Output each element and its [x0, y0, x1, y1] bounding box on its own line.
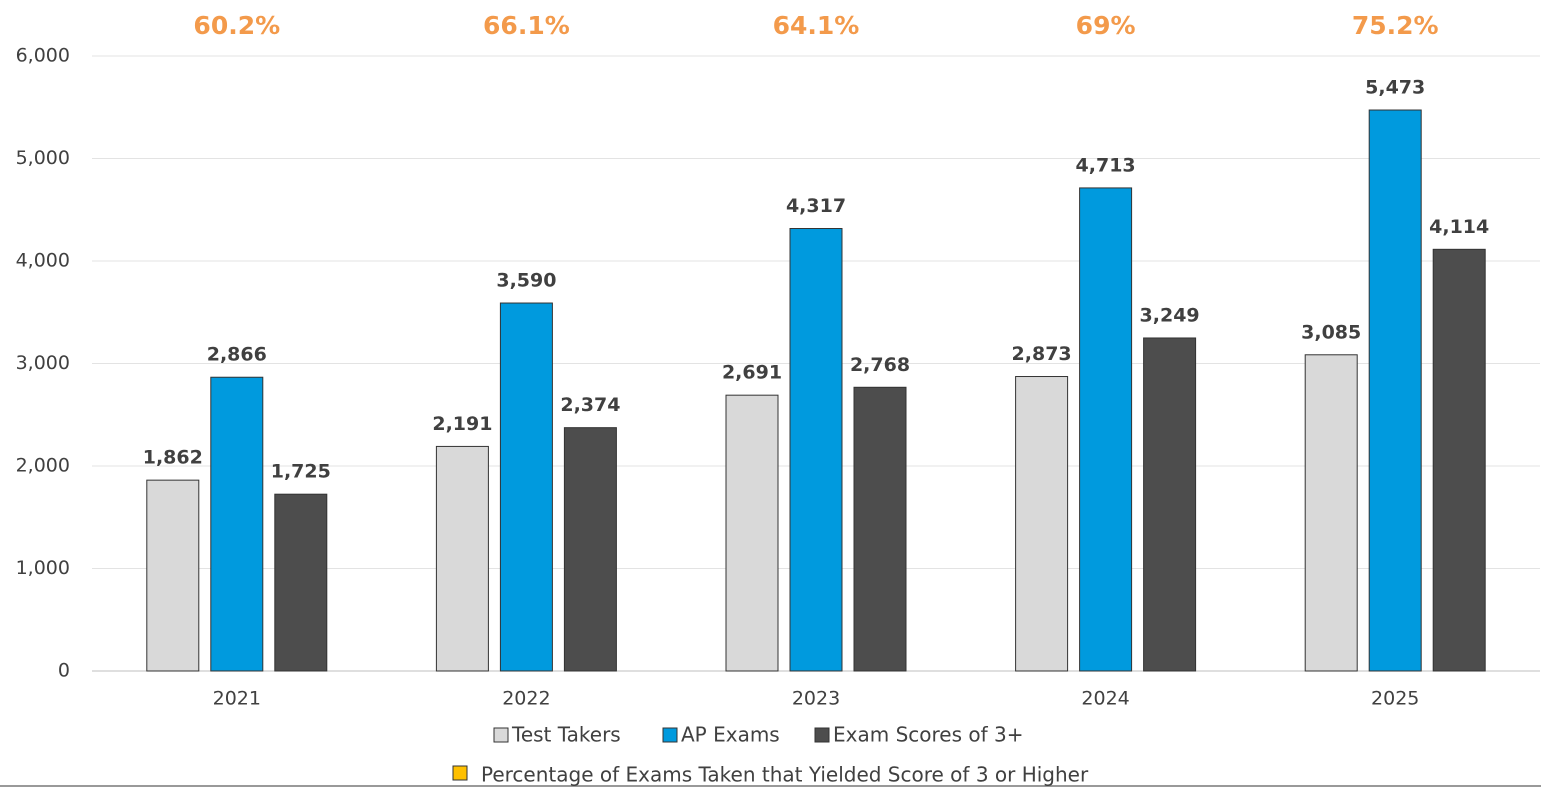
bar [274, 493, 328, 672]
percentage-label: 64.1% [773, 11, 860, 40]
data-label: 2,691 [722, 362, 782, 384]
percentage-label: 60.2% [193, 11, 280, 40]
percentage-label: 66.1% [483, 11, 570, 40]
legend-label: Exam Scores of 3+ [833, 723, 1023, 747]
x-tick-label: 2025 [1371, 688, 1419, 710]
bar [210, 376, 264, 672]
x-tick-label: 2021 [213, 688, 261, 710]
legend-swatch [662, 727, 678, 743]
data-label: 2,191 [432, 413, 492, 435]
bar [1143, 337, 1197, 672]
legend-label: Test Takers [511, 723, 621, 747]
legend-label: AP Exams [681, 723, 780, 747]
y-tick-label: 6,000 [16, 45, 70, 67]
bar [789, 228, 843, 672]
bar [1432, 248, 1486, 672]
data-label: 2,866 [207, 344, 267, 366]
data-label: 4,114 [1429, 216, 1489, 238]
y-tick-label: 0 [58, 660, 70, 682]
bar [563, 427, 617, 672]
legend-swatch [493, 727, 509, 743]
data-label: 1,725 [271, 461, 331, 483]
bar [1304, 354, 1358, 672]
data-label: 2,768 [850, 354, 910, 376]
y-tick-label: 1,000 [16, 557, 70, 579]
data-label: 3,085 [1301, 321, 1361, 343]
bar [1015, 376, 1069, 672]
data-label: 2,374 [560, 394, 620, 416]
data-label: 4,317 [786, 195, 846, 217]
bar [1368, 109, 1422, 672]
legend-swatch [452, 765, 468, 781]
data-label: 2,873 [1012, 343, 1072, 365]
bar [725, 394, 779, 672]
x-tick-label: 2023 [792, 688, 840, 710]
data-label: 3,590 [496, 270, 556, 292]
y-tick-label: 2,000 [16, 455, 70, 477]
bar [499, 302, 553, 672]
y-tick-label: 5,000 [16, 147, 70, 169]
bar [146, 479, 200, 672]
percentage-label: 75.2% [1352, 11, 1439, 40]
data-label: 1,862 [143, 447, 203, 469]
data-label: 5,473 [1365, 77, 1425, 99]
x-tick-label: 2024 [1081, 688, 1129, 710]
x-tick-label: 2022 [502, 688, 550, 710]
data-label: 3,249 [1140, 304, 1200, 326]
percentage-label: 69% [1076, 11, 1136, 40]
bar [853, 386, 907, 672]
legend-label: Percentage of Exams Taken that Yielded S… [481, 763, 1089, 787]
data-label: 4,713 [1076, 154, 1136, 176]
legend-swatch [814, 727, 830, 743]
bar [435, 445, 489, 672]
y-tick-label: 3,000 [16, 352, 70, 374]
bar [1079, 187, 1133, 672]
y-tick-label: 4,000 [16, 250, 70, 272]
